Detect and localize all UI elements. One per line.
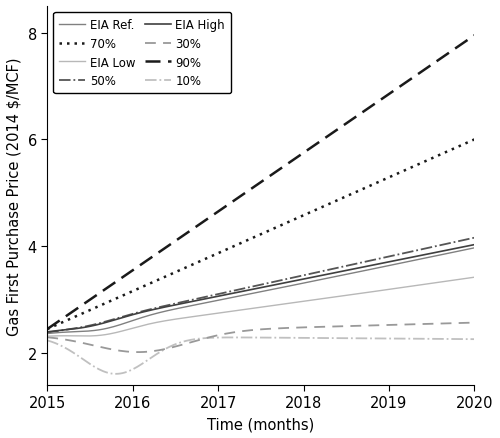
EIA Ref. <box>62 330 68 335</box>
10% <box>160 348 166 353</box>
EIA High <box>435 250 441 255</box>
Line: 10%: 10% <box>48 338 474 374</box>
30% <box>124 349 130 354</box>
70% <box>472 138 478 143</box>
EIA Ref. <box>70 329 76 335</box>
Line: EIA High: EIA High <box>48 245 474 332</box>
EIA Low <box>44 334 51 339</box>
EIA High <box>124 314 130 319</box>
70% <box>435 154 441 159</box>
Y-axis label: Gas First Purchase Price (2014 $/MCF): Gas First Purchase Price (2014 $/MCF) <box>7 57 22 335</box>
EIA Ref. <box>158 310 164 315</box>
50% <box>124 313 130 318</box>
30% <box>44 335 51 340</box>
70% <box>70 315 76 321</box>
50% <box>158 304 164 310</box>
90% <box>158 249 164 254</box>
30% <box>70 339 76 344</box>
30% <box>452 321 458 326</box>
10% <box>44 338 51 343</box>
30% <box>472 320 478 325</box>
10% <box>472 337 478 342</box>
EIA Ref. <box>450 250 456 255</box>
70% <box>44 327 51 332</box>
EIA High <box>62 328 68 333</box>
90% <box>472 34 478 39</box>
EIA Ref. <box>435 253 441 258</box>
10% <box>126 369 132 374</box>
EIA High <box>158 306 164 311</box>
10% <box>62 345 68 350</box>
EIA High <box>450 247 456 252</box>
Legend: EIA Ref., 70%, EIA Low, 50%, EIA High, 30%, 90%, 10%: EIA Ref., 70%, EIA Low, 50%, EIA High, 3… <box>53 13 231 94</box>
Line: EIA Low: EIA Low <box>48 278 474 336</box>
EIA Low <box>70 333 76 339</box>
10% <box>454 337 460 342</box>
30% <box>160 347 166 352</box>
30% <box>134 350 140 355</box>
30% <box>437 321 443 326</box>
50% <box>450 240 456 245</box>
Line: 50%: 50% <box>48 238 474 333</box>
90% <box>124 272 130 277</box>
50% <box>44 330 51 336</box>
X-axis label: Time (months): Time (months) <box>207 416 314 431</box>
EIA Low <box>450 278 456 283</box>
90% <box>44 327 51 332</box>
10% <box>70 350 76 355</box>
EIA Ref. <box>44 331 51 336</box>
30% <box>62 337 68 343</box>
90% <box>62 315 68 320</box>
EIA Ref. <box>124 320 130 325</box>
50% <box>472 236 478 241</box>
90% <box>450 48 456 53</box>
Line: 70%: 70% <box>48 140 474 329</box>
10% <box>113 371 119 377</box>
EIA Low <box>472 275 478 280</box>
EIA Low <box>124 328 130 333</box>
EIA Low <box>158 319 164 325</box>
50% <box>70 326 76 332</box>
EIA Ref. <box>472 246 478 251</box>
EIA Low <box>435 280 441 286</box>
EIA High <box>70 327 76 332</box>
70% <box>158 276 164 282</box>
10% <box>439 336 445 342</box>
70% <box>450 147 456 152</box>
Line: EIA Ref.: EIA Ref. <box>48 248 474 334</box>
70% <box>124 291 130 297</box>
EIA High <box>44 329 51 335</box>
50% <box>435 244 441 249</box>
50% <box>62 328 68 333</box>
EIA High <box>472 243 478 248</box>
EIA Low <box>62 333 68 339</box>
Line: 30%: 30% <box>48 323 474 352</box>
90% <box>435 59 441 64</box>
90% <box>70 309 76 314</box>
70% <box>62 319 68 324</box>
Line: 90%: 90% <box>48 36 474 329</box>
10% <box>229 335 235 340</box>
